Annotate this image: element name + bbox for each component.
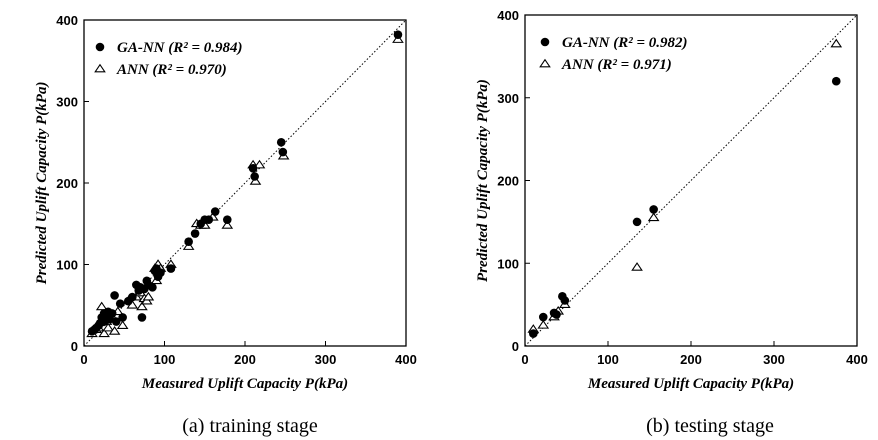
x-tick-label: 0	[80, 352, 87, 367]
x-tick-label: 200	[234, 352, 256, 367]
ga-nn-point	[118, 313, 127, 322]
ga-nn-point	[166, 264, 176, 273]
y-tick-label: 100	[497, 256, 519, 271]
ga-nn-point	[204, 215, 214, 224]
panel-caption: (b) testing stage	[646, 415, 774, 437]
ga-nn-point	[110, 291, 119, 300]
legend-ann-marker	[539, 58, 551, 68]
legend-ga-nn-marker	[540, 37, 550, 47]
ga-nn-point	[560, 296, 570, 305]
y-tick-label: 200	[497, 174, 519, 189]
ann-point	[98, 328, 110, 338]
y-tick-label: 400	[56, 13, 78, 28]
ga-nn-point	[632, 217, 642, 227]
y-tick-label: 0	[512, 339, 519, 354]
ga-nn-point	[529, 329, 538, 338]
y-tick-label: 0	[71, 339, 78, 354]
x-tick-label: 300	[763, 352, 785, 367]
reference-line	[524, 14, 858, 347]
ga-nn-point	[248, 164, 258, 173]
legend-ann-marker	[94, 63, 106, 73]
ga-nn-point	[649, 205, 658, 214]
ga-nn-point	[148, 283, 157, 292]
y-tick-label: 300	[56, 95, 78, 110]
ga-nn-point	[393, 30, 403, 39]
y-tick-label: 100	[56, 258, 78, 273]
ga-nn-point	[222, 215, 232, 224]
ga-nn-point	[184, 237, 193, 246]
y-tick-label: 400	[497, 8, 519, 23]
ga-nn-point	[278, 147, 288, 157]
legend-label: ANN (R² = 0.971)	[561, 57, 672, 73]
ga-nn-point	[250, 172, 259, 181]
ann-point	[537, 320, 550, 329]
ga-nn-point	[128, 292, 137, 302]
ga-nn-point	[190, 229, 200, 238]
panel-caption: (a) training stage	[182, 415, 318, 437]
ga-nn-point	[276, 137, 286, 147]
ann-point	[136, 301, 148, 311]
ann-point	[95, 301, 108, 311]
panel-testing: 0 100 200 300 400 0 100 200 300 400 GA-NN (R² = 0.…	[475, 8, 868, 437]
ann-point	[142, 291, 155, 301]
ga-nn-point	[115, 299, 125, 308]
legend-label: GA-NN (R² = 0.982)	[562, 35, 688, 51]
ann-point	[647, 212, 660, 222]
x-axis-label: Measured Uplift Capacity P(kPa)	[587, 376, 794, 392]
y-axis-label: Predicted Uplift Capacity P(kPa)	[475, 79, 491, 282]
ga-nn-point	[111, 317, 121, 326]
y-tick-label: 200	[56, 176, 78, 191]
reference-line	[83, 19, 407, 347]
x-axis-label: Measured Uplift Capacity P(kPa)	[141, 376, 348, 392]
x-tick-label: 400	[395, 352, 417, 367]
x-tick-label: 200	[680, 352, 702, 367]
y-tick-label: 300	[497, 91, 519, 106]
ann-point	[116, 320, 129, 329]
x-tick-label: 400	[846, 352, 868, 367]
legend-label: ANN (R² = 0.970)	[116, 62, 227, 78]
legend-ga-nn-marker	[95, 42, 105, 52]
legend-label: GA-NN (R² = 0.984)	[117, 40, 243, 56]
ga-nn-point	[552, 310, 561, 319]
x-tick-label: 300	[315, 352, 337, 367]
ga-nn-point	[107, 309, 117, 318]
ga-nn-point	[210, 207, 220, 216]
ann-point	[631, 262, 643, 271]
y-axis-label: Predicted Uplift Capacity P(kPa)	[34, 82, 50, 285]
panel-training: 0 100 200 300 400 0 100 200 300 400 GA-NN (R² = 0.…	[34, 13, 417, 437]
ga-nn-point	[538, 312, 548, 322]
x-tick-label: 0	[521, 352, 528, 367]
ga-nn-point	[156, 268, 165, 277]
x-tick-label: 100	[154, 352, 176, 367]
ann-point	[108, 326, 121, 335]
ann-point	[830, 38, 843, 48]
x-tick-label: 100	[597, 352, 619, 367]
ann-point	[102, 322, 114, 332]
ann-point	[221, 220, 234, 229]
ga-nn-point	[831, 76, 841, 86]
ann-point	[253, 159, 266, 169]
ga-nn-point	[137, 313, 147, 322]
